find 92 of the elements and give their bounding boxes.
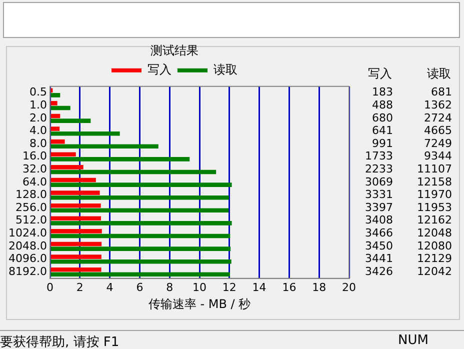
text: 12080 — [417, 239, 452, 252]
text: 读取 — [427, 66, 451, 81]
bar — [50, 221, 232, 226]
text: 183 — [372, 86, 393, 99]
bar — [50, 178, 96, 182]
bar — [50, 229, 102, 234]
text: 641 — [372, 124, 393, 138]
bar — [50, 272, 230, 277]
x-tick-label: 4 — [106, 280, 114, 294]
text: 3426 — [365, 264, 393, 278]
text: 4665 — [424, 124, 452, 138]
y-tick-label: 16.0 — [22, 150, 47, 163]
bar — [50, 152, 76, 157]
bar — [50, 208, 229, 213]
text: 1733 — [365, 150, 393, 163]
text: 1362 — [424, 98, 452, 112]
text: 12158 — [417, 175, 452, 188]
chart-title: 测试结果 — [150, 43, 198, 58]
x-tick-label: 12 — [222, 280, 236, 294]
bar — [50, 246, 231, 251]
y-tick-label: 1024.0 — [8, 226, 47, 240]
text: 681 — [431, 86, 452, 99]
bar — [50, 267, 102, 272]
x-tick-label: 2 — [76, 280, 84, 294]
y-tick-label: 512.0 — [16, 214, 47, 227]
text: 要获得帮助, 请按 F1 — [0, 334, 120, 349]
legend-label: 写入 — [148, 62, 172, 77]
text: 3441 — [365, 252, 393, 266]
text: 12042 — [417, 264, 452, 278]
text: 3069 — [365, 175, 393, 188]
bar — [50, 182, 232, 187]
x-tick-label: 14 — [252, 280, 266, 294]
text: 3450 — [365, 239, 393, 252]
text: 2724 — [424, 111, 452, 124]
text: 991 — [372, 136, 393, 150]
y-tick-label: 256.0 — [16, 200, 47, 214]
text: NUM — [398, 333, 428, 348]
text: 写入 — [368, 66, 392, 81]
x-axis-title: 传输速率 - MB / 秒 — [148, 296, 251, 311]
bar — [50, 254, 102, 259]
bar — [50, 93, 60, 98]
bar — [50, 157, 190, 162]
x-tick-label: 8 — [166, 280, 174, 294]
y-tick-label: 0.5 — [30, 86, 47, 99]
y-tick-label: 8192.0 — [8, 264, 47, 278]
y-tick-label: 128.0 — [16, 188, 47, 202]
bar — [50, 242, 102, 246]
text: 488 — [372, 98, 393, 112]
y-tick-label: 8.0 — [30, 136, 47, 150]
bar — [50, 203, 101, 208]
text: 11970 — [417, 188, 452, 202]
text: 11107 — [417, 162, 452, 176]
text: 12048 — [417, 226, 452, 240]
bar — [50, 144, 158, 149]
text: 12129 — [417, 252, 452, 266]
x-tick-label: 20 — [342, 280, 356, 294]
x-tick-label: 16 — [282, 280, 296, 294]
text: 3466 — [365, 226, 393, 240]
bar — [50, 216, 101, 221]
text: 3397 — [365, 200, 393, 214]
bar — [50, 170, 216, 174]
text: 11953 — [417, 200, 452, 214]
text: 7249 — [424, 136, 452, 150]
bar — [50, 190, 100, 195]
x-tick-label: 10 — [192, 280, 206, 294]
text: 3408 — [365, 214, 393, 227]
bar — [50, 131, 120, 136]
y-tick-label: 1.0 — [30, 98, 47, 112]
bar — [50, 195, 229, 200]
text: 2233 — [365, 162, 393, 176]
y-tick-label: 64.0 — [22, 175, 47, 188]
y-tick-label: 2048.0 — [8, 239, 47, 252]
bar — [50, 118, 91, 123]
text: 3331 — [365, 188, 393, 202]
bar — [50, 139, 65, 144]
bar — [50, 234, 230, 238]
x-tick-label: 18 — [312, 280, 326, 294]
y-tick-label: 4.0 — [30, 124, 47, 138]
y-tick-label: 32.0 — [22, 162, 47, 176]
text: 680 — [372, 111, 393, 124]
bar — [50, 126, 60, 131]
legend-label: 读取 — [214, 62, 238, 77]
text: 12162 — [417, 214, 452, 227]
bar — [50, 101, 58, 106]
bar — [50, 259, 232, 264]
x-tick-label: 0 — [46, 280, 54, 294]
x-tick-label: 6 — [136, 280, 144, 294]
y-tick-label: 2.0 — [30, 111, 47, 124]
y-tick-label: 4096.0 — [8, 252, 47, 266]
bar — [50, 165, 84, 170]
bar — [50, 106, 70, 110]
text: 9344 — [424, 150, 452, 163]
